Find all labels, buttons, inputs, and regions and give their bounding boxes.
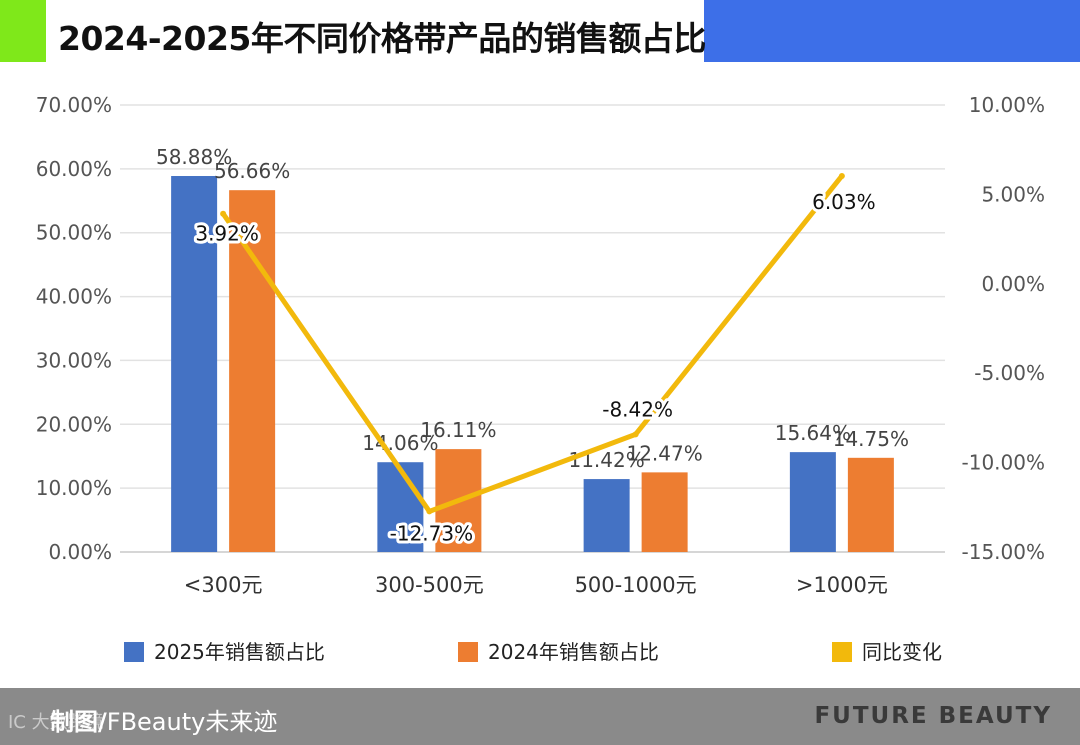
- bar-data-label: 14.75%: [833, 427, 909, 451]
- y-right-tick-label: -5.00%: [974, 361, 1045, 385]
- yoy-data-label: -12.73%: [390, 521, 473, 545]
- yoy-point: [838, 172, 845, 179]
- y-left-tick-label: 30.00%: [36, 348, 112, 372]
- y-right-tick-label: -15.00%: [962, 540, 1045, 564]
- footer-credit: 制图/FBeauty未来迹: [50, 702, 277, 737]
- bar: [641, 472, 688, 552]
- y-left-tick-label: 20.00%: [36, 412, 112, 436]
- y-left-tick-label: 70.00%: [36, 93, 112, 117]
- yoy-data-label: -8.42%: [602, 397, 673, 421]
- bar-data-label: 58.88%: [156, 145, 232, 169]
- y-right-tick-label: 10.00%: [969, 93, 1045, 117]
- yoy-data-label: 3.92%: [195, 222, 259, 246]
- legend-swatch-yoy: [832, 642, 852, 662]
- bar: [171, 176, 218, 552]
- chart-title: 2024-2025年不同价格带产品的销售额占比: [58, 19, 706, 58]
- legend-item-2024: 2024年销售额占比: [458, 636, 659, 665]
- yoy-point: [220, 210, 227, 217]
- header-accent-blue: [704, 0, 1080, 62]
- x-tick-label: 500-1000元: [575, 573, 697, 597]
- yoy-line: [220, 173, 845, 514]
- bar-data-label: 16.11%: [420, 418, 496, 442]
- yoy-data-label: 6.03%: [812, 190, 876, 214]
- y-left-tick-label: 40.00%: [36, 285, 112, 309]
- x-tick-label: 300-500元: [375, 573, 484, 597]
- y-left-tick-label: 60.00%: [36, 157, 112, 181]
- legend-item-yoy: 同比变化: [832, 636, 942, 665]
- y-left-tick-label: 0.00%: [48, 540, 112, 564]
- yoy-point: [426, 508, 433, 515]
- watermark: IC 大数跨境: [8, 712, 104, 733]
- footer-bar: IC 大数跨境 制图/FBeauty未来迹 FUTURE BEAUTY: [0, 688, 1080, 745]
- legend-item-2025: 2025年销售额占比: [124, 636, 325, 665]
- y-right-tick-label: 0.00%: [981, 272, 1045, 296]
- bar: [229, 190, 276, 552]
- bar-data-label: 12.47%: [626, 441, 702, 465]
- credit-prefix: 制图/: [50, 708, 107, 736]
- y-right-tick-label: 5.00%: [981, 182, 1045, 206]
- bar-data-label: 56.66%: [214, 159, 290, 183]
- bar: [847, 457, 894, 552]
- credit-name: FBeauty未来迹: [106, 708, 278, 736]
- y-left-tick-label: 50.00%: [36, 221, 112, 245]
- bar: [789, 452, 836, 552]
- legend-label-2025: 2025年销售额占比: [154, 640, 325, 664]
- bar: [377, 462, 424, 552]
- footer-brand: FUTURE BEAUTY: [814, 703, 1052, 729]
- legend-label-yoy: 同比变化: [862, 640, 942, 664]
- bar: [583, 479, 630, 552]
- x-tick-label: <300元: [184, 573, 263, 597]
- bar-data-label: 15.64%: [775, 421, 851, 445]
- legend-swatch-2025: [124, 642, 144, 662]
- y-right-tick-label: -10.00%: [962, 451, 1045, 475]
- yoy-point: [632, 431, 639, 438]
- legend-swatch-2024: [458, 642, 478, 662]
- combo-chart: 0.00% 10.00% 20.00% 30.00% 40.00% 50.00% 60.00…: [36, 93, 1045, 597]
- header-accent-green: [0, 0, 46, 62]
- x-tick-label: >1000元: [796, 573, 888, 597]
- legend-label-2024: 2024年销售额占比: [488, 640, 659, 664]
- y-left-tick-label: 10.00%: [36, 476, 112, 500]
